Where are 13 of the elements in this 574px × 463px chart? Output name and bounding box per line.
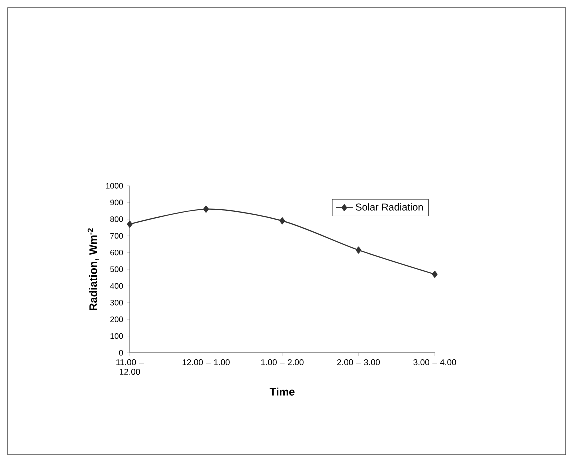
x-tick-label: 2.00 – 3.00 [338, 360, 380, 366]
point [432, 270, 438, 278]
x-tick-label: 1.00 – 2.00 [261, 360, 304, 366]
point [203, 206, 210, 213]
point [127, 220, 133, 228]
x-tick-label: 3.00 – 4.00 [414, 360, 456, 366]
point [280, 218, 286, 225]
x-axis-title: Time [270, 388, 295, 396]
x-tick-label: 12.00 – 1.00 [182, 360, 230, 366]
legend-label: Solar Radiation [356, 204, 424, 211]
point [356, 246, 362, 254]
x-tick-label: 11.00 – 12.00 [116, 360, 144, 375]
y-axis-title: Radiation, Wm$^{-2}$ [88, 228, 99, 310]
